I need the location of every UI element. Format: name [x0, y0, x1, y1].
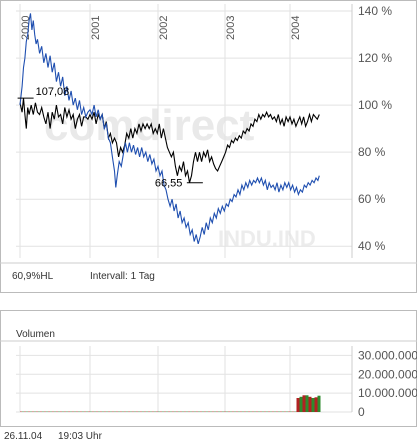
volume-bar — [314, 397, 318, 412]
volume-y-tick-label: 30.000.000 — [358, 348, 417, 362]
price-y-tick-label: 40 % — [358, 239, 386, 253]
blue-price-series-line — [19, 13, 320, 245]
black-price-series-line — [19, 98, 320, 183]
volume-y-tick-label: 20.000.000 — [358, 367, 417, 381]
footer-time: 19:03 Uhr — [58, 431, 103, 442]
volume-bar — [296, 398, 300, 412]
watermark: comdirect — [44, 101, 255, 150]
price-x-year-label: 2002 — [158, 16, 170, 40]
volume-title: Volumen — [16, 329, 55, 340]
price-x-year-label: 2001 — [90, 16, 102, 40]
volume-bar — [311, 398, 315, 412]
price-x-year-label: 2000 — [20, 16, 32, 40]
price-y-tick-label: 80 % — [358, 145, 386, 159]
high-annotation: 107,08 — [36, 86, 70, 98]
volume-bar — [299, 396, 303, 412]
price-y-tick-label: 140 % — [358, 4, 392, 18]
low-annotation: 66,55 — [155, 178, 183, 190]
volume-y-tick-label: 0 — [358, 405, 365, 419]
watermark-symbol: INDU.IND — [218, 226, 316, 251]
price-x-year-label: 2003 — [225, 16, 237, 40]
footer-date: 26.11.04 — [4, 431, 43, 442]
volume-bar — [302, 395, 306, 412]
hl-label: 60,9%HL — [12, 271, 54, 282]
price-x-year-label: 2004 — [290, 16, 302, 40]
volume-y-tick-label: 10.000.000 — [358, 386, 417, 400]
price-y-tick-label: 60 % — [358, 192, 386, 206]
price-y-tick-label: 120 % — [358, 51, 392, 65]
interval-label: Intervall: 1 Tag — [90, 271, 155, 282]
volume-bar — [305, 395, 309, 412]
volume-bar — [317, 395, 321, 412]
volume-panel-frame — [0, 310, 417, 427]
price-y-tick-label: 100 % — [358, 98, 392, 112]
volume-bar — [308, 396, 312, 412]
